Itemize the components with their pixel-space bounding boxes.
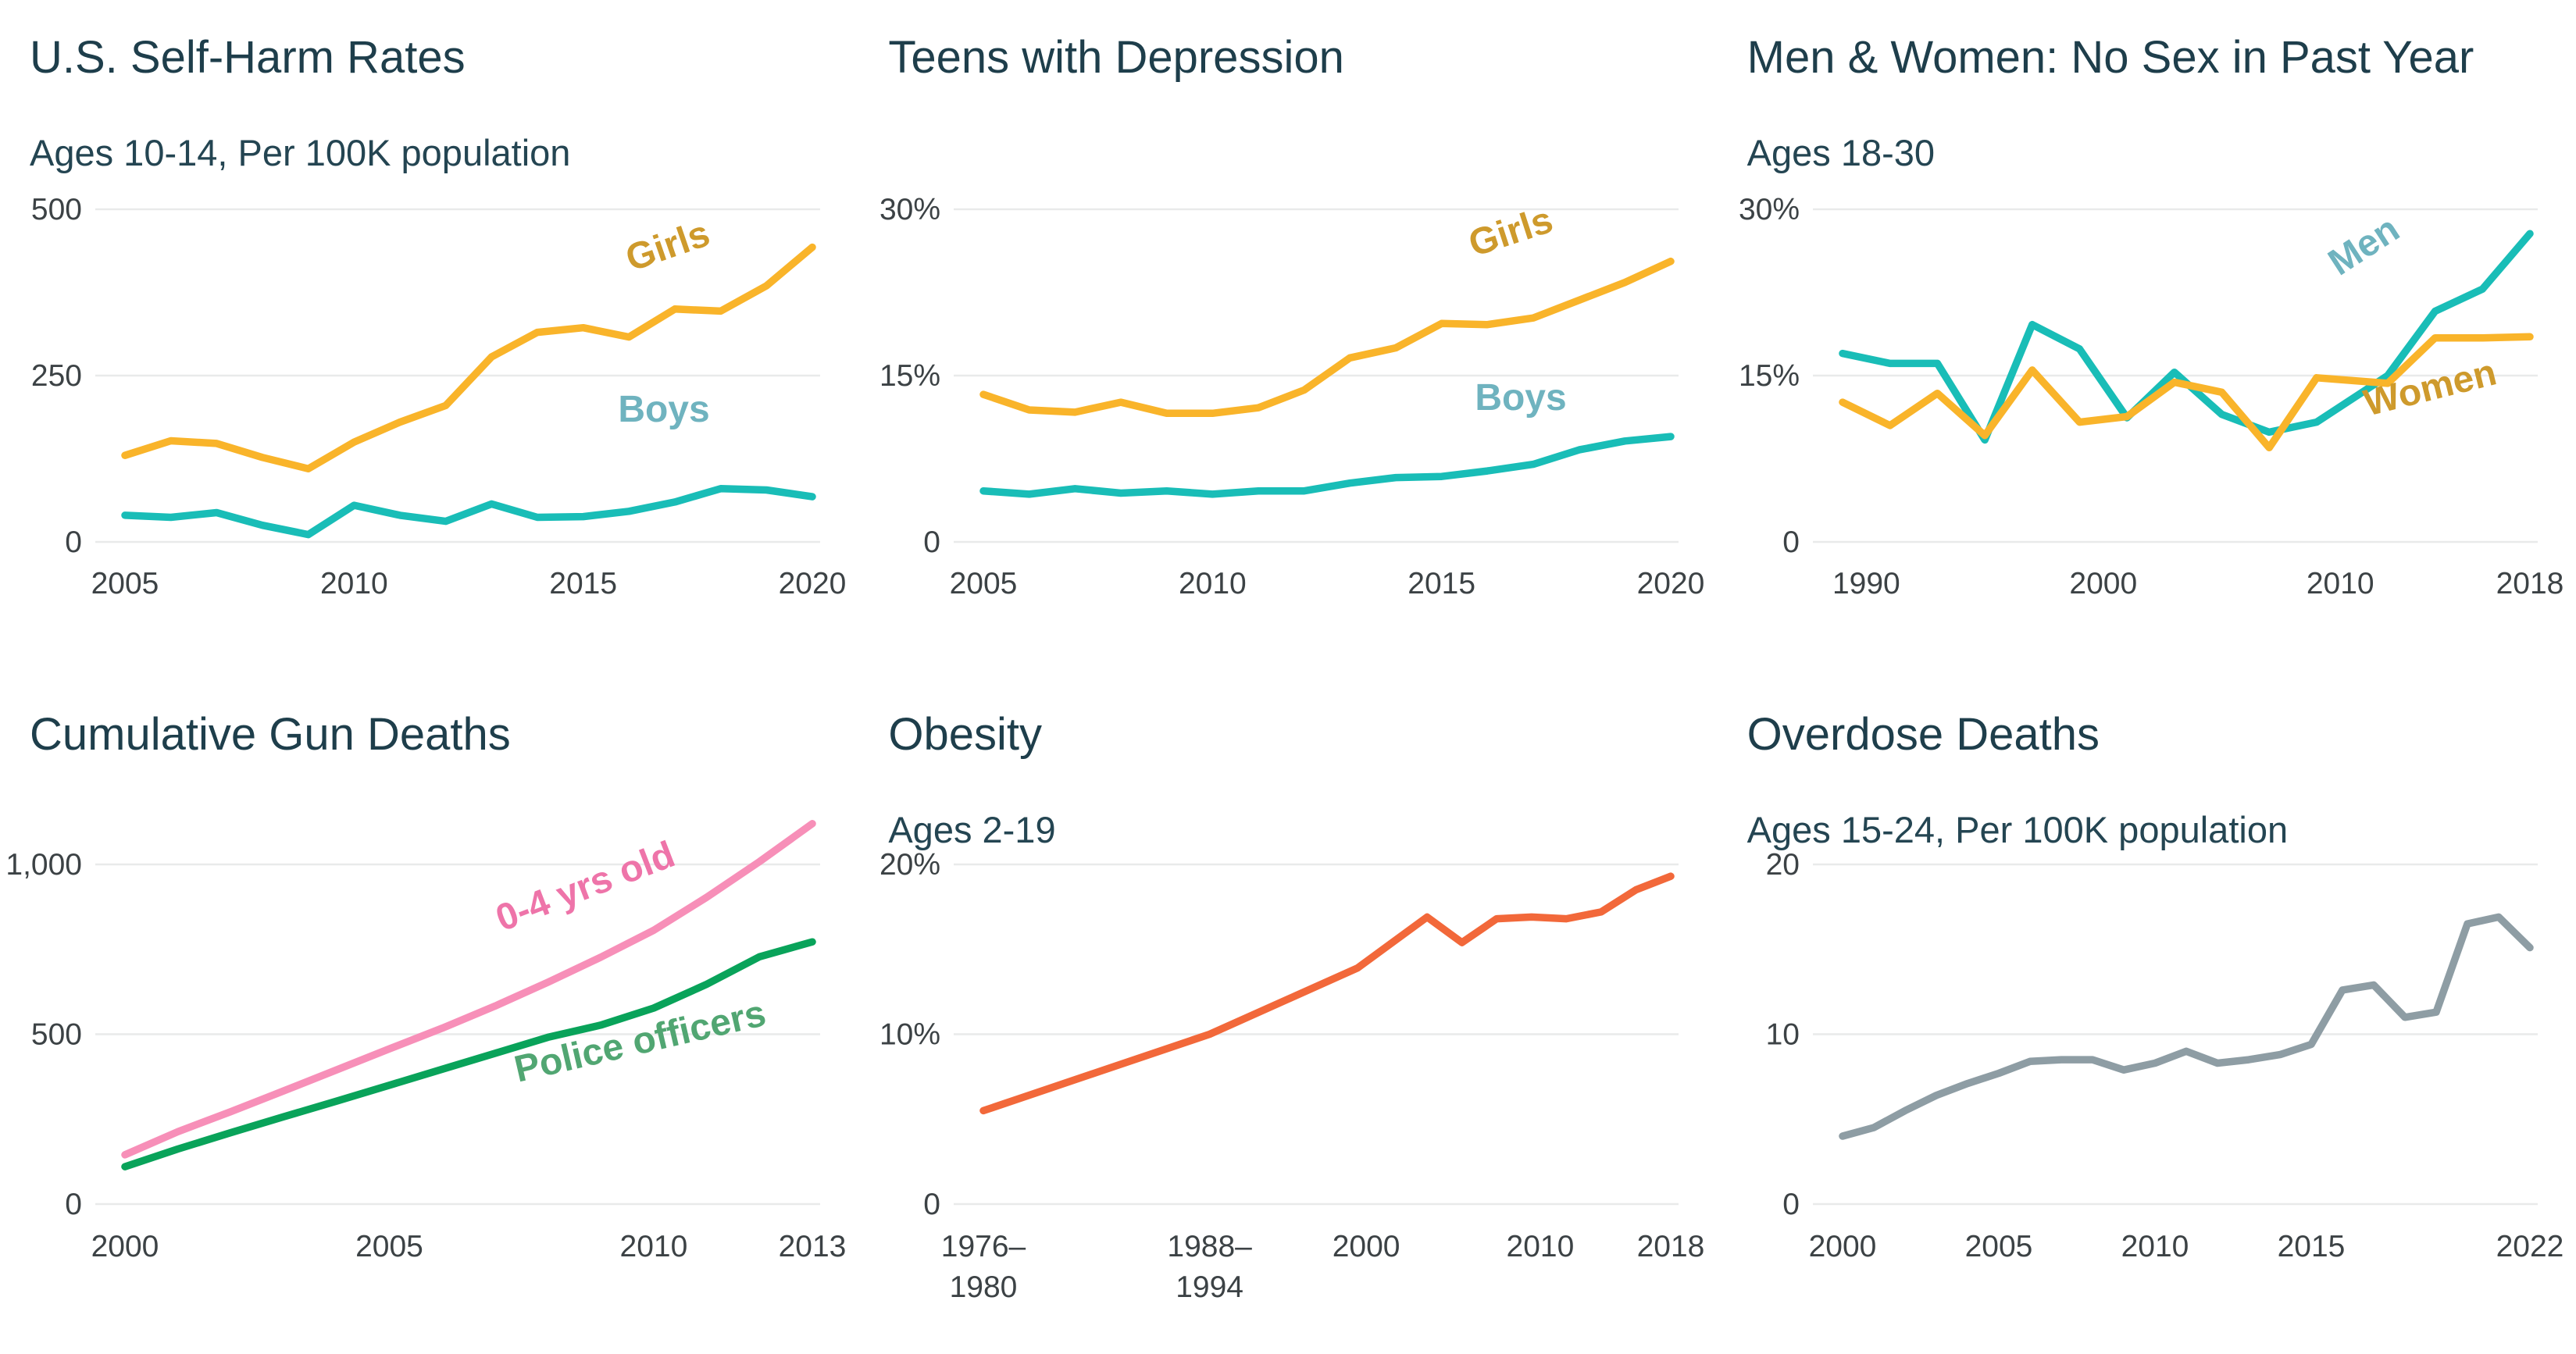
y-tick-label: 20% bbox=[879, 848, 940, 882]
series-line-ages-15-24 bbox=[1838, 913, 2534, 1140]
series-line-women bbox=[1838, 333, 2534, 452]
x-tick-label: 2015 bbox=[549, 567, 617, 600]
chart-panel-overdose: Overdose Deaths Ages 15-24, Per 100K pop… bbox=[1718, 677, 2576, 1354]
x-tick-label: 2010 bbox=[1507, 1230, 1575, 1263]
y-tick-label: 20 bbox=[1765, 848, 1799, 882]
x-tick-label: 2005 bbox=[1964, 1230, 2032, 1263]
x-tick-label: 2010 bbox=[1179, 567, 1247, 600]
y-tick-label: 15% bbox=[1739, 359, 1800, 393]
series-label-boys: Boys bbox=[1475, 377, 1567, 419]
series-line-0-4-yrs-old bbox=[121, 820, 816, 1159]
chart-title: Obesity bbox=[888, 709, 1042, 760]
x-tick-label: 2010 bbox=[2121, 1230, 2189, 1263]
series-line-girls bbox=[979, 257, 1675, 418]
chart-title: Overdose Deaths bbox=[1746, 709, 2100, 760]
y-tick-label: 0 bbox=[1782, 1188, 1800, 1221]
x-tick-label: 2020 bbox=[779, 567, 847, 600]
x-tick-label: 1988– 1994 bbox=[1168, 1230, 1253, 1304]
x-tick-label: 2010 bbox=[2307, 567, 2374, 600]
x-tick-label: 2000 bbox=[2069, 567, 2137, 600]
x-tick-label: 2018 bbox=[1637, 1230, 1705, 1263]
x-tick-label: 2010 bbox=[320, 567, 388, 600]
chart-panel-no-sex: Men & Women: No Sex in Past Year Ages 18… bbox=[1718, 0, 2576, 677]
chart-title: Men & Women: No Sex in Past Year bbox=[1746, 32, 2474, 83]
series-label-0-4-yrs-old: 0-4 yrs old bbox=[491, 834, 680, 940]
y-tick-label: 30% bbox=[1739, 193, 1800, 226]
series-line-men bbox=[1838, 230, 2534, 444]
x-tick-label: 2000 bbox=[1808, 1230, 1876, 1263]
y-tick-label: 0 bbox=[924, 526, 941, 559]
chart-panel-self-harm: U.S. Self-Harm Rates Ages 10-14, Per 100… bbox=[0, 0, 858, 677]
x-tick-label: 2005 bbox=[355, 1230, 423, 1263]
series-line-ages-2-19 bbox=[979, 872, 1675, 1115]
line-chart-gun-deaths: 1,000 500 0 2000 2005 2010 2013 0-4 yrs old Poli… bbox=[5, 820, 847, 1263]
series-line-police-officers bbox=[121, 938, 816, 1170]
x-tick-label: 2000 bbox=[91, 1230, 159, 1263]
chart-subtitle: Ages 18-30 bbox=[1746, 132, 1936, 173]
y-tick-label: 30% bbox=[879, 193, 940, 226]
x-tick-label: 2022 bbox=[2496, 1230, 2564, 1263]
y-tick-label: 1,000 bbox=[5, 848, 82, 882]
y-tick-label: 0 bbox=[1782, 526, 1800, 559]
y-tick-label: 250 bbox=[31, 359, 82, 393]
series-label-men: Men bbox=[2321, 208, 2407, 284]
y-tick-label: 0 bbox=[65, 1188, 82, 1221]
y-tick-label: 0 bbox=[924, 1188, 941, 1221]
x-tick-label: 2005 bbox=[91, 567, 159, 600]
x-tick-label: 2015 bbox=[2277, 1230, 2345, 1263]
chart-subtitle: Ages 10-14, Per 100K population bbox=[30, 132, 571, 173]
x-tick-label: 2015 bbox=[1408, 567, 1476, 600]
x-tick-label: 2018 bbox=[2496, 567, 2564, 600]
y-tick-label: 0 bbox=[65, 526, 82, 559]
x-tick-label: 2010 bbox=[620, 1230, 688, 1263]
y-tick-label: 500 bbox=[31, 1018, 82, 1052]
series-line-boys bbox=[979, 433, 1675, 498]
chart-subtitle: Ages 15-24, Per 100K population bbox=[1746, 809, 2289, 850]
line-chart-self-harm: 500 250 0 2005 2010 2015 2020 Girls Boys bbox=[31, 193, 847, 600]
series-label-girls: Girls bbox=[621, 212, 715, 280]
x-tick-label: 2000 bbox=[1333, 1230, 1400, 1263]
series-label-boys: Boys bbox=[618, 389, 709, 430]
x-tick-label: 1976– 1980 bbox=[941, 1230, 1026, 1304]
x-tick-label: 2020 bbox=[1637, 567, 1705, 600]
series-line-girls bbox=[121, 243, 816, 473]
y-tick-label: 10 bbox=[1765, 1018, 1799, 1052]
x-tick-label: 1990 bbox=[1832, 567, 1900, 600]
chart-panel-obesity: Obesity Ages 2-19 20% 10% 0 1976– 1980 1988– 1… bbox=[858, 677, 1717, 1354]
chart-panel-teen-depression: Teens with Depression 30% 15% 0 2005 2010 201… bbox=[858, 0, 1717, 677]
chart-title: Teens with Depression bbox=[888, 32, 1344, 83]
x-tick-label: 2005 bbox=[950, 567, 1018, 600]
series-line-boys bbox=[121, 485, 816, 539]
series-label-women: Women bbox=[2360, 351, 2500, 424]
x-tick-label: 2013 bbox=[779, 1230, 847, 1263]
y-tick-label: 10% bbox=[879, 1018, 940, 1052]
chart-title: Cumulative Gun Deaths bbox=[30, 709, 511, 760]
y-tick-label: 500 bbox=[31, 193, 82, 226]
chart-subtitle: Ages 2-19 bbox=[888, 809, 1056, 850]
line-chart-no-sex: 30% 15% 0 1990 2000 2010 2018 Men Women bbox=[1739, 193, 2564, 600]
y-tick-label: 15% bbox=[879, 359, 940, 393]
chart-title: U.S. Self-Harm Rates bbox=[30, 32, 466, 83]
chart-panel-gun-deaths: Cumulative Gun Deaths 1,000 500 0 2000 2005 2… bbox=[0, 677, 858, 1354]
series-label-police-officers: Police officers bbox=[511, 992, 770, 1090]
